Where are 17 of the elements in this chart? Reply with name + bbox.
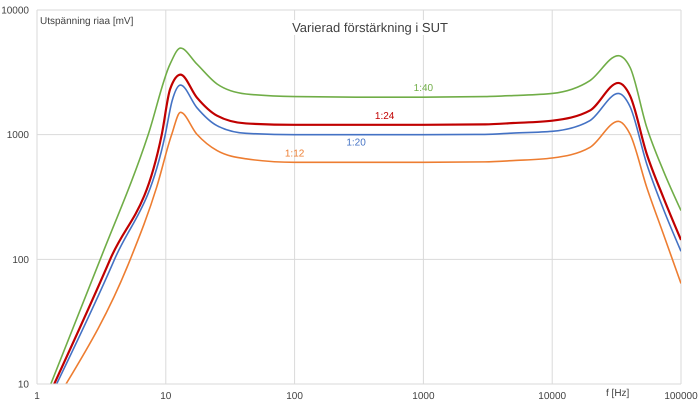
- x-axis-title: f [Hz]: [606, 388, 630, 399]
- x-tick-label: 100000: [664, 391, 698, 402]
- x-tick-label: 100: [286, 391, 304, 402]
- x-tick-label: 1000: [412, 391, 435, 402]
- x-tick-label: 1: [34, 391, 40, 402]
- series-label: 1:12: [284, 148, 305, 160]
- x-tick-label: 10000: [538, 391, 567, 402]
- y-tick-label: 100: [12, 254, 30, 266]
- y-axis-title: Utspänning riaa [mV]: [40, 16, 134, 27]
- y-tick-label: 1000: [6, 130, 30, 142]
- series-label: 1:24: [374, 110, 395, 122]
- series-label: 1:40: [414, 83, 434, 94]
- x-tick-label: 10: [160, 391, 172, 402]
- y-tick-label: 10000: [1, 6, 30, 17]
- series-label: 1:20: [346, 138, 366, 149]
- y-tick-label: 10: [18, 380, 30, 391]
- text: Varierad förstärkning i SUT: [280, 20, 460, 35]
